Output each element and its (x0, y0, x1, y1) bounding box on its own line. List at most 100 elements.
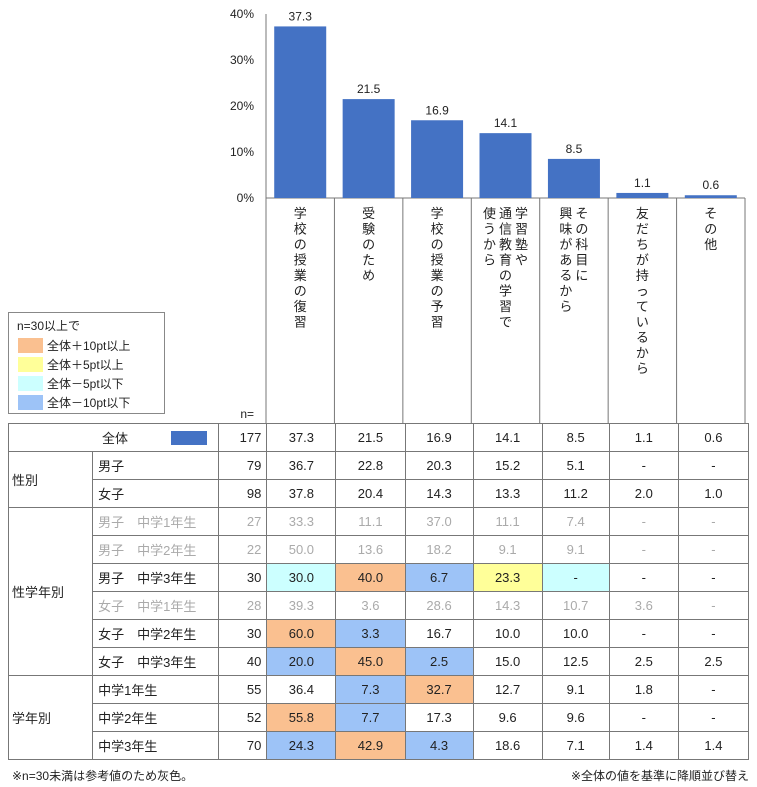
value-cell: 9.1 (541, 535, 610, 564)
value-cell: 13.3 (472, 479, 543, 508)
category-label: 学校の授業の予習 (431, 206, 444, 330)
value-cell: 9.1 (472, 535, 543, 564)
group-label: 学年別 (7, 675, 94, 760)
value-cell: 7.4 (541, 507, 610, 536)
value-cell: 12.5 (541, 647, 610, 676)
legend-item-plus10: 全体＋10pt以上 (18, 337, 130, 353)
value-cell: 5.1 (541, 451, 610, 480)
value-cell: 1.4 (677, 731, 750, 760)
legend-title: n=30以上で (17, 319, 81, 333)
value-cell: 10.0 (472, 619, 543, 648)
value-cell: 8.5 (541, 423, 610, 452)
category-label: 友だちが持っているから (636, 206, 649, 376)
value-cell: 13.6 (335, 535, 406, 564)
value-cell: 3.6 (608, 591, 679, 620)
row-label: 女子 (92, 479, 220, 508)
group-label: 性学年別 (7, 507, 94, 676)
value-cell: 10.0 (541, 619, 610, 648)
table-row: 男子 中学3年生 30 30.0 40.0 6.7 23.3- - - (9, 563, 750, 592)
value-cell: 1.4 (608, 731, 679, 760)
bar-value-label: 21.5 (357, 82, 381, 96)
value-cell: 33.3 (266, 507, 337, 536)
value-cell: 45.0 (335, 647, 406, 676)
value-cell: 22.8 (335, 451, 406, 480)
n-cell: 22 (218, 535, 268, 564)
value-cell: 14.3 (404, 479, 474, 508)
n-cell: 28 (218, 591, 268, 620)
category-label: 受験のため (362, 206, 375, 283)
value-cell: - (677, 675, 750, 704)
value-cell: 1.8 (608, 675, 679, 704)
value-cell: - (677, 563, 750, 592)
value-cell: - (608, 619, 679, 648)
table-row: 女子 中学1年生 28 39.3 3.6 28.6 14.3 10.7 3.6- (9, 591, 750, 620)
bar (274, 26, 327, 199)
n-cell: 30 (218, 563, 268, 592)
note-left: ※n=30未満は参考値のため灰色。 (12, 769, 194, 783)
value-cell: 7.1 (541, 731, 610, 760)
row-label: 女子 中学2年生 (92, 619, 220, 648)
n-cell: 27 (218, 507, 268, 536)
value-cell: 14.1 (472, 423, 543, 452)
y-tick-label: 30% (230, 53, 254, 67)
legend-item-minus5: 全体－5pt以下 (18, 375, 124, 391)
legend: n=30以上で 全体＋10pt以上 全体＋5pt以上 全体－5pt以下 全体－1… (8, 312, 165, 414)
row-label: 中学2年生 (92, 703, 220, 732)
bar-value-label: 16.9 (425, 103, 449, 117)
bar (342, 99, 395, 198)
value-cell: 42.9 (335, 731, 406, 760)
legend-label: 全体＋10pt以上 (47, 338, 131, 353)
table-row: 学年別 中学1年生 55 36.4 7.3 32.7 12.7 9.1 1.8- (7, 675, 750, 760)
value-cell: 2.5 (608, 647, 679, 676)
table-row: 女子 98 37.8 20.4 14.3 13.3 11.2 2.0 1.0 (9, 479, 750, 508)
value-cell: 20.0 (266, 647, 337, 676)
bar-chart: 40% 30% 20% 10% 0% 37.3 21.5 16.9 14.1 8.5 1.1 0.6 学… (230, 7, 746, 423)
row-label: 中学3年生 (92, 731, 220, 760)
bar (616, 192, 669, 198)
value-cell: 3.3 (335, 619, 406, 648)
value-cell: 7.7 (335, 703, 406, 732)
value-cell: 2.5 (677, 647, 750, 676)
value-cell: 10.7 (541, 591, 610, 620)
bar-value-label: 8.5 (566, 142, 583, 156)
value-cell: 4.3 (404, 731, 474, 760)
value-cell: 2.5 (404, 647, 474, 676)
value-cell: - (677, 619, 750, 648)
table-row: 女子 中学3年生 40 20.0 45.0 2.5 15.0 12.5 2.5 2.5 (9, 647, 750, 676)
row-label: 男子 中学3年生 (92, 563, 220, 592)
data-table: 全体 177 37.3 21.5 16.9 14.1 8.5 1.1 0.6 性別 男子 79 36.7… (7, 423, 750, 760)
bar (479, 133, 532, 198)
legend-label: 全体－10pt以下 (47, 395, 131, 410)
n-cell: 70 (218, 731, 268, 760)
value-cell: - (608, 451, 679, 480)
value-cell: - (677, 703, 750, 732)
value-cell: 7.3 (335, 675, 406, 704)
value-cell: 39.3 (266, 591, 337, 620)
n-cell: 30 (218, 619, 268, 648)
value-cell: 17.3 (404, 703, 474, 732)
legend-swatch (18, 337, 43, 353)
value-cell: 18.2 (404, 535, 474, 564)
category-label: その他 (704, 206, 717, 252)
value-cell: 3.6 (335, 591, 406, 620)
value-cell: 20.4 (335, 479, 406, 508)
value-cell: - (677, 535, 750, 564)
value-cell: 24.3 (266, 731, 337, 760)
value-cell: 55.8 (266, 703, 337, 732)
category-label: 学習塾や (515, 206, 528, 268)
value-cell: 11.2 (541, 479, 610, 508)
bar-value-label: 14.1 (494, 116, 518, 130)
bar (684, 195, 737, 198)
row-label: 男子 中学1年生 (92, 507, 220, 536)
legend-swatch (18, 394, 43, 410)
bar (411, 120, 464, 198)
n-cell: 55 (218, 675, 268, 704)
value-cell: 20.3 (404, 451, 474, 480)
n-cell: 98 (218, 479, 268, 508)
value-cell: 36.7 (266, 451, 337, 480)
value-cell: 6.7 (404, 563, 474, 592)
legend-label: 全体＋5pt以上 (47, 357, 124, 372)
value-cell: 15.2 (472, 451, 543, 480)
row-label: 男子 (92, 451, 220, 480)
value-cell: 30.0 (266, 563, 337, 592)
